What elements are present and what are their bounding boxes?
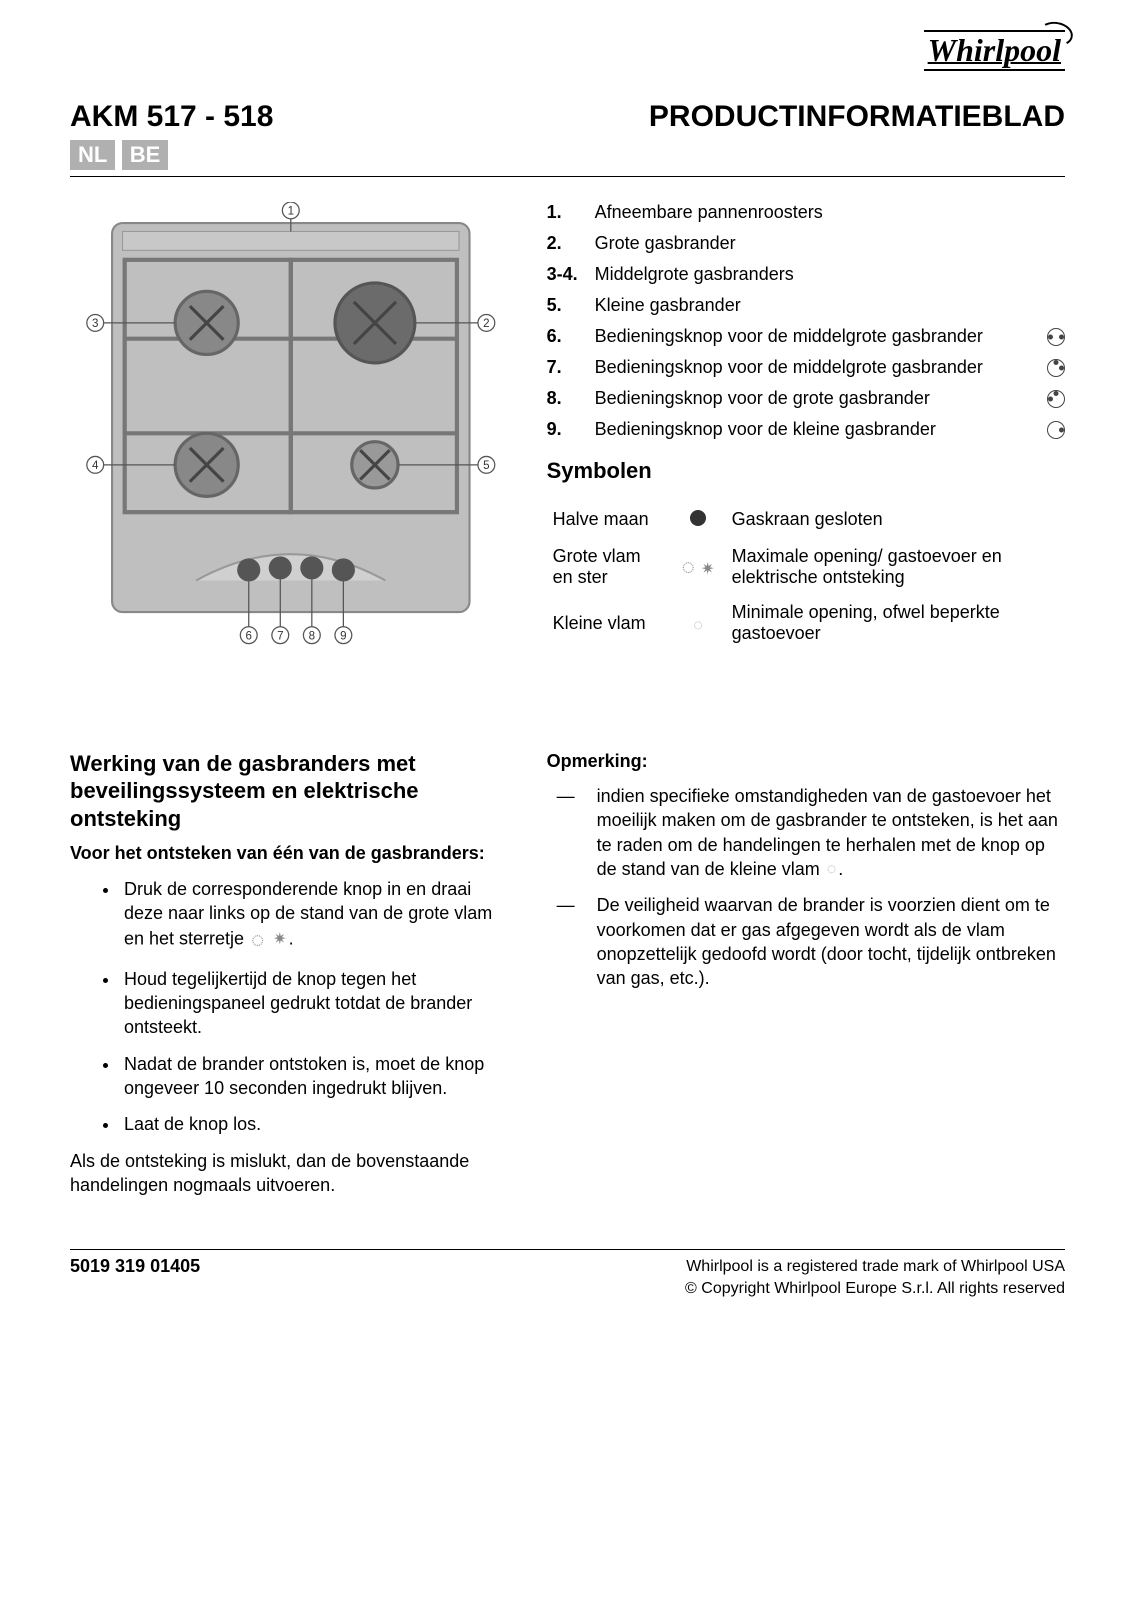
svg-text:5: 5 [483, 460, 489, 472]
knob-icon [1035, 419, 1065, 440]
parts-column: 1.Afneembare pannenroosters 2.Grote gasb… [547, 202, 1065, 670]
operation-after: Als de ontsteking is mislukt, dan de bov… [70, 1149, 512, 1198]
parts-list: 1.Afneembare pannenroosters 2.Grote gasb… [547, 202, 1065, 440]
part-item: 1.Afneembare pannenroosters [547, 202, 1065, 223]
header-row: AKM 517 - 518 PRODUCTINFORMATIEBLAD [70, 100, 1065, 134]
bullet-item: Laat de knop los. [120, 1112, 512, 1136]
part-item: 8.Bedieningsknop voor de grote gasbrande… [547, 388, 1065, 409]
part-item: 7.Bedieningsknop voor de middelgrote gas… [547, 357, 1065, 378]
knob-icon [1035, 326, 1065, 347]
grote-vlam-ster-icon: ◌ ✷ [671, 540, 726, 594]
svg-text:9: 9 [340, 630, 346, 642]
svg-text:1: 1 [288, 206, 294, 218]
footer-legal: Whirlpool is a registered trade mark of … [685, 1256, 1065, 1299]
note-item: De veiligheid waarvan de brander is voor… [547, 893, 1065, 990]
symbols-heading: Symbolen [547, 458, 1065, 484]
bullet-item: Druk de corresponderende knop in en draa… [120, 877, 512, 955]
svg-text:8: 8 [309, 630, 315, 642]
part-item: 9.Bedieningsknop voor de kleine gasbrand… [547, 419, 1065, 440]
hob-diagram: 1 2 3 4 5 6 7 8 9 [70, 202, 512, 665]
star-inline-icon: ✷ [273, 929, 286, 951]
halve-maan-icon [671, 500, 726, 538]
knob-icon [1035, 388, 1065, 409]
svg-text:7: 7 [277, 630, 283, 642]
note-item: indien specifieke omstandigheden van de … [547, 784, 1065, 881]
part-item: 5.Kleine gasbrander [547, 295, 1065, 316]
svg-text:4: 4 [92, 460, 99, 472]
document-title: PRODUCTINFORMATIEBLAD [649, 100, 1065, 134]
header-divider [70, 176, 1065, 177]
operation-heading: Werking van de gasbranders met beveiling… [70, 750, 512, 833]
symbol-row: Kleine vlam ◌ Minimale opening, ofwel be… [549, 596, 1063, 650]
diagram-column: 1 2 3 4 5 6 7 8 9 [70, 202, 512, 670]
symbol-row: Grote vlam en ster ◌ ✷ Maximale opening/… [549, 540, 1063, 594]
part-item: 2.Grote gasbrander [547, 233, 1065, 254]
language-badges: NL BE [70, 140, 1065, 170]
operation-subheading: Voor het ontsteken van één van de gasbra… [70, 842, 512, 865]
small-flame-inline-icon: ◌ [827, 859, 837, 881]
badge-nl: NL [70, 140, 115, 170]
part-item: 3-4.Middelgrote gasbranders [547, 264, 1065, 285]
flame-inline-icon: ◌ [251, 925, 264, 955]
footer: 5019 319 01405 Whirlpool is a registered… [70, 1249, 1065, 1299]
logo-row: Whirlpool [70, 30, 1065, 90]
svg-text:3: 3 [92, 318, 98, 330]
operation-bullets: Druk de corresponderende knop in en draa… [70, 877, 512, 1137]
body-two-column: Werking van de gasbranders met beveiling… [70, 750, 1065, 1210]
bullet-item: Houd tegelijkertijd de knop tegen het be… [120, 967, 512, 1040]
svg-text:2: 2 [483, 318, 489, 330]
model-number: AKM 517 - 518 [70, 100, 273, 134]
symbol-row: Halve maan Gaskraan gesloten [549, 500, 1063, 538]
top-two-column: 1 2 3 4 5 6 7 8 9 1.Afneembare pannenroo… [70, 202, 1065, 670]
kleine-vlam-icon: ◌ [671, 596, 726, 650]
operation-column: Werking van de gasbranders met beveiling… [70, 750, 512, 1210]
bullet-item: Nadat de brander ontstoken is, moet de k… [120, 1052, 512, 1101]
knob-icon [1035, 357, 1065, 378]
note-heading: Opmerking: [547, 750, 1065, 773]
symbols-table: Halve maan Gaskraan gesloten Grote vlam … [547, 498, 1065, 652]
badge-be: BE [122, 140, 169, 170]
part-item: 6.Bedieningsknop voor de middelgrote gas… [547, 326, 1065, 347]
brand-logo: Whirlpool [924, 30, 1065, 71]
footer-code: 5019 319 01405 [70, 1256, 200, 1299]
note-column: Opmerking: indien specifieke omstandighe… [547, 750, 1065, 1210]
svg-text:6: 6 [246, 630, 252, 642]
note-list: indien specifieke omstandigheden van de … [547, 784, 1065, 990]
